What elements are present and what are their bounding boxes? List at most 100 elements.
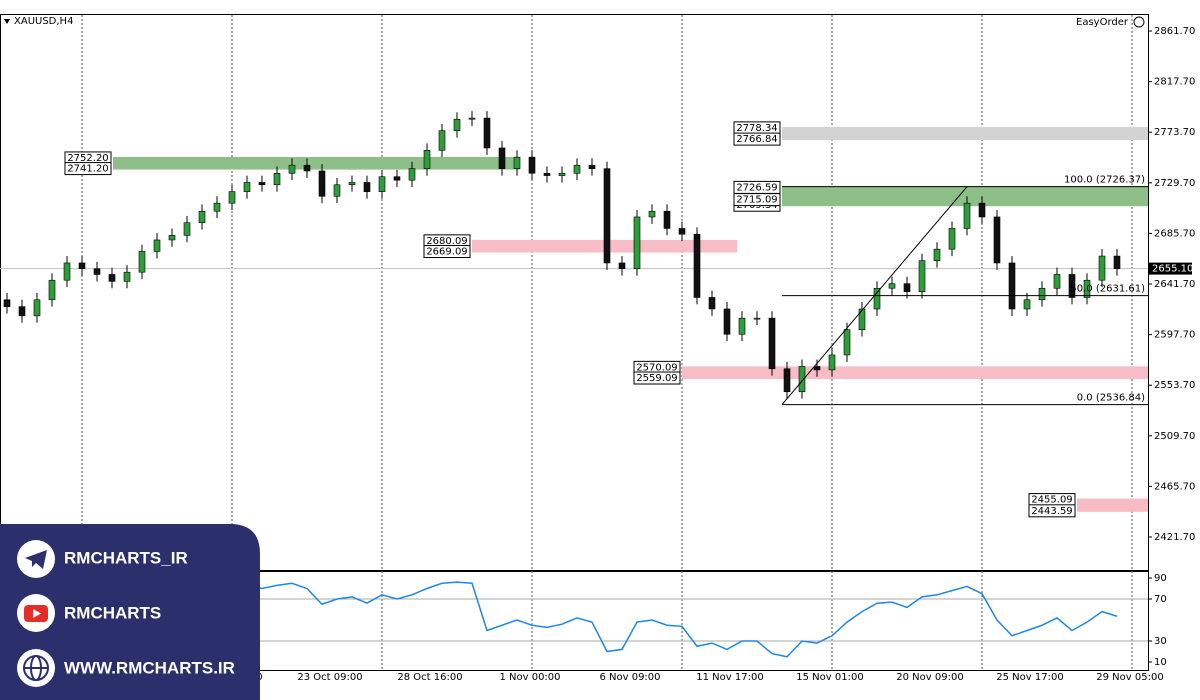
candle-body <box>1023 299 1031 310</box>
candle-body <box>663 210 671 229</box>
zone <box>682 366 1148 380</box>
price-label-box <box>64 162 112 176</box>
candle-body <box>723 308 731 335</box>
candle-body <box>183 222 191 236</box>
y-tick-label: 2685.70 <box>1154 228 1195 239</box>
candle-body <box>423 149 431 169</box>
price-label: 2455.09 <box>1031 495 1072 506</box>
candle-body <box>558 172 566 176</box>
candle-body <box>1113 255 1121 270</box>
candle-body <box>318 170 326 197</box>
candle-body <box>273 172 281 186</box>
candle-body <box>168 235 176 241</box>
candle-body <box>678 228 686 235</box>
candle-body <box>738 317 746 335</box>
candle-body <box>963 202 971 229</box>
youtube-play <box>33 609 41 618</box>
candle-body <box>1008 262 1016 310</box>
candle-body <box>153 239 161 252</box>
y-tick-label: 2421.70 <box>1154 532 1195 543</box>
candle-body <box>258 182 266 186</box>
price-label-box <box>423 245 471 259</box>
y-tick-label: 2729.70 <box>1154 178 1195 189</box>
fib-label: 0.0 (2536.84) <box>1077 393 1145 404</box>
candle-body <box>93 268 101 275</box>
candle-body <box>528 156 536 174</box>
candle-body <box>708 297 716 310</box>
watermark-text: RMCHARTS_IR <box>64 548 188 567</box>
telegram-glyph <box>25 550 47 569</box>
candle-body <box>768 317 776 370</box>
watermark: RMCHARTS_IR RMCHARTS WWW.RMCHARTS.IR <box>0 524 260 700</box>
candle-body <box>453 118 461 132</box>
candle-body <box>978 202 986 218</box>
x-tick-label: 6 Nov 09:00 <box>599 672 660 683</box>
candle-body <box>1083 279 1091 298</box>
price-label: 2715.09 <box>736 195 777 206</box>
trend-line <box>781 186 968 405</box>
y-tick-label: 2553.70 <box>1154 380 1195 391</box>
candle-body <box>363 182 371 192</box>
candle-body <box>438 130 446 151</box>
candle-body <box>933 248 941 261</box>
zone <box>113 156 520 170</box>
candle-body <box>513 156 521 169</box>
candle-body <box>903 283 911 293</box>
candle-body <box>858 308 866 330</box>
watermark-panel <box>0 524 260 700</box>
candle-body <box>243 182 251 192</box>
candle-body <box>918 260 926 293</box>
candle-body <box>1038 287 1046 301</box>
candle-body <box>798 366 806 393</box>
candle-body <box>63 262 71 281</box>
y-tick-label: 2861.70 <box>1154 26 1195 37</box>
candle-body <box>873 287 881 310</box>
fib-label: 100.0 (2726.37) <box>1064 175 1145 186</box>
y-tick-label: 2817.70 <box>1154 77 1195 88</box>
candle-body <box>783 368 791 393</box>
candle-body <box>378 176 386 192</box>
candle-body <box>543 172 551 176</box>
candle-body <box>198 210 206 224</box>
web-glyph <box>23 655 49 681</box>
candle-body <box>573 164 581 174</box>
y-tick-label: 2509.70 <box>1154 431 1195 442</box>
price-label-box <box>733 193 781 207</box>
menu-arrow <box>4 19 10 24</box>
price-label: 2559.09 <box>636 373 677 384</box>
candle-body <box>813 366 821 371</box>
price-label: 2741.20 <box>67 164 108 175</box>
rsi-tick-label: 90 <box>1154 573 1167 584</box>
candle-body <box>408 168 416 181</box>
price-label: 2570.09 <box>636 362 677 373</box>
price-label: 2726.59 <box>736 182 777 193</box>
candle-body <box>333 184 341 197</box>
candle-body <box>828 354 836 371</box>
candle-body <box>33 299 41 317</box>
zone <box>782 186 1148 207</box>
price-label: 2752.20 <box>67 153 108 164</box>
x-tick-label: 11 Nov 17:00 <box>696 672 763 683</box>
candle-body <box>468 117 476 120</box>
candle-body <box>348 182 356 186</box>
candle-body <box>843 329 851 356</box>
price-label: 2669.09 <box>426 247 467 258</box>
easy-order-icon <box>1133 16 1145 28</box>
x-tick-label: 1 Nov 00:00 <box>499 672 560 683</box>
rsi-tick-label: 10 <box>1154 657 1167 668</box>
candle-body <box>993 216 1001 264</box>
candle-body <box>588 164 596 169</box>
candle-body <box>648 210 656 218</box>
x-tick-label: 25 Nov 17:00 <box>996 672 1063 683</box>
y-tick-label: 2465.70 <box>1154 481 1195 492</box>
x-tick-label: 29 Nov 05:00 <box>1096 672 1163 683</box>
price-label-box <box>633 371 681 385</box>
candle-body <box>753 317 761 320</box>
candle-body <box>228 191 236 204</box>
candle-body <box>1053 274 1061 289</box>
candle-body <box>108 274 116 282</box>
price-label: 2680.09 <box>426 236 467 247</box>
candle-body <box>618 262 626 270</box>
watermark-text: WWW.RMCHARTS.IR <box>64 658 235 677</box>
